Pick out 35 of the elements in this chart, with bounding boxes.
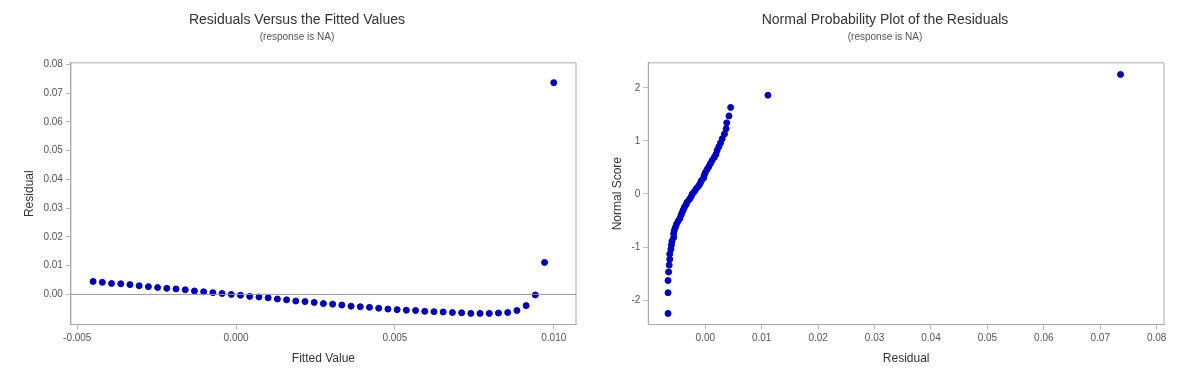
x-tick-label: 0.01 xyxy=(751,332,772,344)
y-tick-label: 0.00 xyxy=(43,288,64,300)
y-tick-label: 0.06 xyxy=(43,115,64,127)
chart-title: Normal Probability Plot of the Residuals xyxy=(761,11,1009,28)
y-axis-title: Normal Score xyxy=(609,156,624,231)
y-tick-label: -2 xyxy=(631,293,641,305)
x-tick-label: 0.04 xyxy=(921,332,942,344)
chart-subtitle: (response is NA) xyxy=(259,30,335,42)
chart-title: Residuals Versus the Fitted Values xyxy=(188,11,406,28)
x-axis-title: Residual xyxy=(882,351,930,366)
y-tick-label: 0.02 xyxy=(43,230,64,242)
y-tick-label: 0.01 xyxy=(43,259,64,271)
x-tick-label: 0.000 xyxy=(223,332,250,344)
y-tick-label: 0 xyxy=(634,187,641,199)
y-tick-label: -1 xyxy=(631,240,641,252)
y-tick-label: 0.05 xyxy=(43,144,64,156)
x-tick-label: 0.00 xyxy=(695,332,716,344)
y-tick-label: 0.03 xyxy=(43,201,64,213)
y-tick-label: 0.04 xyxy=(43,173,64,185)
x-tick-label: 0.010 xyxy=(541,332,567,344)
x-tick-label: 0.08 xyxy=(1146,332,1167,344)
x-tick-label: 0.06 xyxy=(1034,332,1054,344)
x-tick-label: 0.02 xyxy=(808,332,829,344)
x-tick-label: -0.005 xyxy=(63,332,92,344)
x-tick-label: 0.07 xyxy=(1090,332,1111,344)
chart-subtitle: (response is NA) xyxy=(847,30,923,42)
x-tick-label: 0.03 xyxy=(864,332,885,344)
x-tick-label: 0.05 xyxy=(977,332,998,344)
y-tick-label: 2 xyxy=(634,81,641,93)
x-tick-label: 0.005 xyxy=(382,332,408,344)
y-tick-label: 0.08 xyxy=(43,57,64,69)
y-axis-title: Residual xyxy=(21,170,36,218)
x-axis-title: Fitted Value xyxy=(291,351,356,366)
y-tick-label: 0.07 xyxy=(43,86,64,98)
y-tick-label: 1 xyxy=(634,134,641,146)
